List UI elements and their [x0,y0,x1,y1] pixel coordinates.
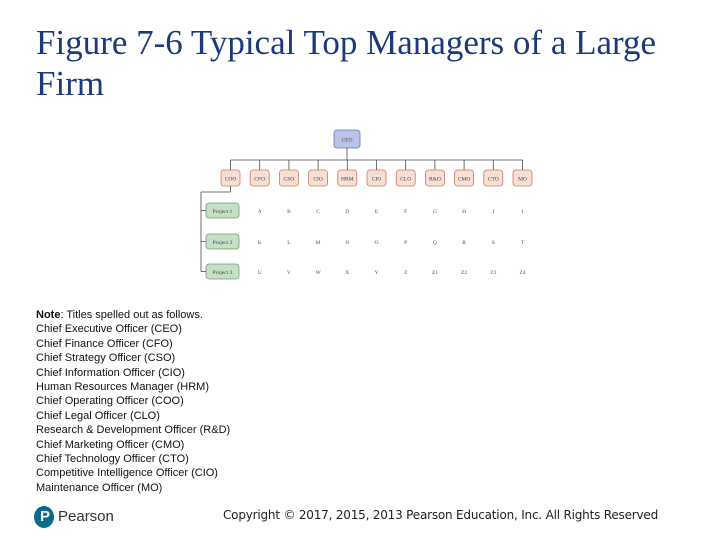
note-line-competitive-cio: Competitive Intelligence Officer (CIO) [36,467,218,480]
manager-box [454,169,475,187]
matrix-cell: Z2 [461,270,467,276]
manager-box [512,169,533,187]
matrix-cell: T [521,240,525,246]
note-label: Note [36,309,61,321]
slide-title: Figure 7-6 Typical Top Managers of a Lar… [36,23,657,103]
matrix-cell: E [375,209,379,215]
matrix-cell: R [462,240,466,246]
note-line-ceo: Chief Executive Officer (CEO) [36,323,182,336]
manager-label: CTO [488,177,499,183]
note-line-cio: Chief Information Officer (CIO) [36,366,185,379]
matrix-cell: O [375,240,379,246]
manager-label: R&D [429,177,441,183]
matrix-cell: K [258,240,262,246]
matrix-cell: V [287,270,291,276]
matrix-cell: Z [404,270,408,276]
manager-box [279,169,299,187]
project-label: Project 1 [213,209,233,215]
matrix-cell: W [315,270,321,276]
titles-note: Note: Titles spelled out as follows. Chi… [36,308,230,495]
matrix-cell: U [258,270,262,276]
note-line-cfo: Chief Finance Officer (CFO) [36,337,173,350]
manager-label: COO [225,177,237,183]
matrix-cell: Z4 [519,270,525,276]
manager-box [395,169,416,187]
manager-label: CFO [254,177,265,183]
copyright-text: Copyright © 2017, 2015, 2013 Pearson Edu… [223,508,658,522]
note-line-clo: Chief Legal Officer (CLO) [36,409,160,422]
note-line-coo: Chief Operating Officer (COO) [36,395,184,408]
manager-box [337,169,358,187]
matrix-cell: F [404,209,407,215]
manager-box [308,169,328,187]
matrix-cell: J [521,209,524,215]
manager-label: MO [518,177,527,183]
matrix-cell: M [316,240,321,246]
note-line-hrm: Human Resources Manager (HRM) [36,381,209,394]
ceo-label: CEO [342,138,353,144]
matrix-cell: Y [375,270,379,276]
manager-label: CIO [313,177,323,183]
project-box [205,263,240,280]
note-line-rd: Research & Development Officer (R&D) [36,424,231,437]
matrix-cell: Q [433,240,437,246]
project-label: Project 2 [213,240,233,246]
manager-label: CLO [400,177,411,183]
project-box [205,202,240,219]
matrix-cell: Z3 [490,270,496,276]
note-line-cto: Chief Technology Officer (CTO) [36,453,189,466]
matrix-cell: G [433,209,437,215]
matrix-cell: I [492,209,494,215]
note-intro: : Titles spelled out as follows. [60,309,203,321]
matrix-cell: X [345,270,349,276]
manager-label: CSO [284,177,295,183]
note-heading-row: Note: Titles spelled out as follows. [36,308,230,322]
manager-label: CIO [372,177,382,183]
matrix-cell: N [345,240,349,246]
note-line-cmo: Chief Marketing Officer (CMO) [36,438,185,451]
matrix-cell: B [287,209,291,215]
matrix-cell: D [345,209,349,215]
manager-label: CMO [458,177,471,183]
manager-box [249,169,270,187]
manager-box [366,169,387,187]
matrix-cell: S [492,240,495,246]
matrix-cell: H [462,209,466,215]
project-label: Project 3 [213,270,233,276]
matrix-cell: L [287,240,291,246]
pearson-logo-text: Pearson [58,508,114,525]
matrix-cell: C [316,209,320,215]
manager-box [483,169,504,187]
matrix-cell: P [404,240,407,246]
matrix-cell: A [258,209,262,215]
pearson-logo-mark-icon: P [34,506,54,528]
project-box [205,233,240,250]
manager-box [424,169,445,187]
note-line-mo: Maintenance Officer (MO) [36,481,163,494]
note-line-cso: Chief Strategy Officer (CSO) [36,352,176,365]
matrix-cell: Z1 [432,270,438,276]
manager-label: HRM [341,177,354,183]
